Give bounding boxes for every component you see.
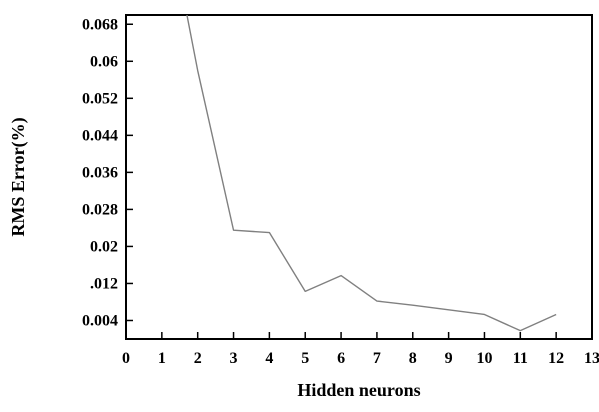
- y-tick-label: 0.044: [82, 127, 118, 144]
- x-tick-label: 6: [337, 350, 345, 367]
- y-tick-label: 0.02: [90, 238, 118, 255]
- x-tick-label: 2: [194, 350, 202, 367]
- x-tick-label: 8: [409, 350, 417, 367]
- y-tick-label: 0.06: [90, 53, 118, 70]
- x-tick-label: 0: [122, 350, 130, 367]
- y-tick-label: 0.028: [82, 201, 118, 218]
- x-tick-label: 11: [513, 350, 528, 367]
- plot-frame: [125, 14, 593, 340]
- x-tick-label: 12: [548, 350, 564, 367]
- x-tick-label: 10: [476, 350, 492, 367]
- x-tick-label: 9: [445, 350, 453, 367]
- x-tick-label: 4: [265, 350, 273, 367]
- y-tick-label: 0.036: [82, 164, 118, 181]
- x-tick-label: 3: [230, 350, 238, 367]
- x-axis-title: Hidden neurons: [297, 380, 420, 400]
- y-tick-label: 0.004: [82, 312, 118, 329]
- x-tick-label: 1: [158, 350, 166, 367]
- y-tick-label: .012: [90, 275, 118, 292]
- y-tick-label: 0.068: [82, 16, 118, 33]
- series-line: [186, 15, 557, 332]
- x-tick-label: 5: [301, 350, 309, 367]
- y-axis-title: RMS Error(%): [8, 117, 29, 236]
- x-tick-label: 13: [584, 350, 599, 367]
- y-tick-label: 0.052: [82, 90, 118, 107]
- x-tick-label: 7: [373, 350, 381, 367]
